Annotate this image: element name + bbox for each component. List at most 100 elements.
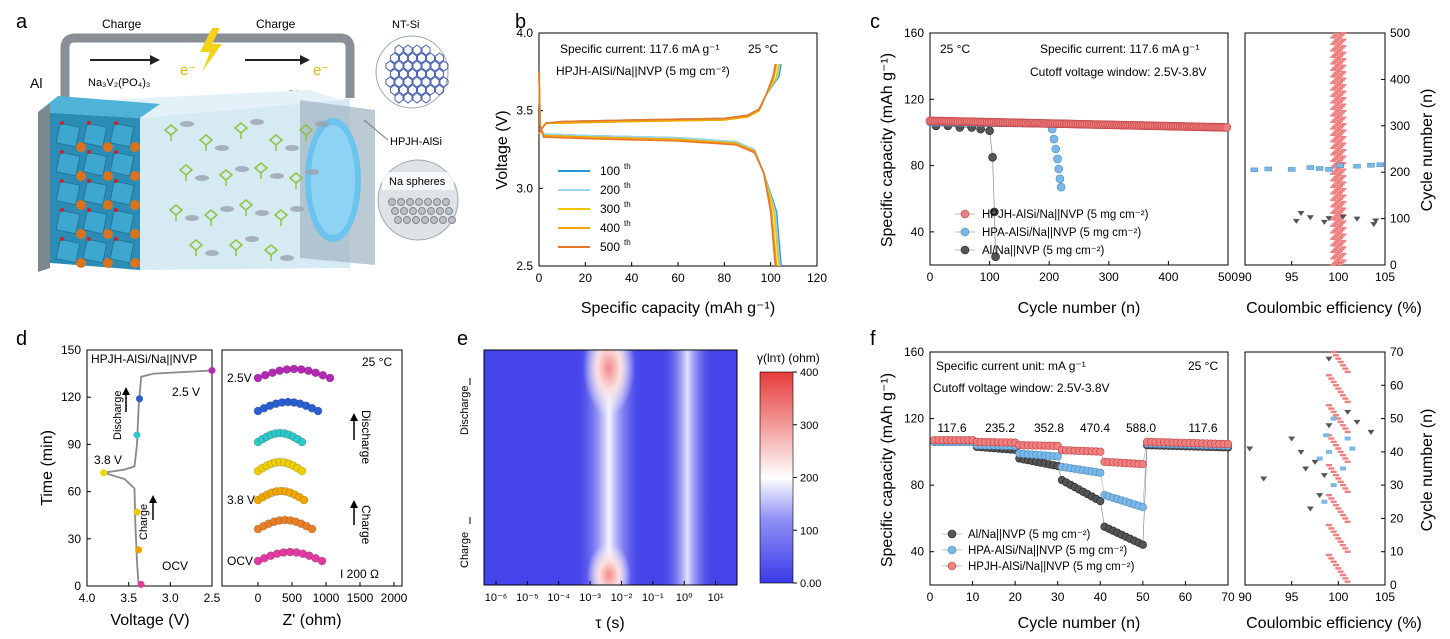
c-ytick-label: 160 (904, 26, 924, 40)
c-ce-hpjh-mark (1337, 263, 1344, 266)
d-state-marker (100, 469, 108, 477)
d-xtick-label: 3.5 (120, 591, 137, 605)
f-ce-hpjh-mark (1337, 570, 1344, 573)
na-sphere (436, 207, 444, 215)
c-ce-hpjh-mark (1340, 64, 1347, 67)
panel-e: e 10⁻⁶ 10⁻ (457, 328, 821, 632)
c-right-xtick-label: 105 (1375, 270, 1395, 284)
f-ce-hpjh-mark (1333, 354, 1339, 357)
oxygen-atom (87, 179, 91, 183)
heatmap-features (574, 350, 714, 585)
c-ce-hpjh-mark (1335, 167, 1342, 170)
na-sphere (412, 216, 420, 224)
d-nyquist-point (275, 366, 284, 376)
panel-c-points (925, 32, 1385, 266)
c-ce-hpjh-mark (1331, 216, 1338, 219)
si-hexagon (412, 76, 422, 88)
c-ce-hpjh-mark (1340, 174, 1347, 177)
colorbar-ticks: 400 300 200 100 0.00 (793, 367, 821, 590)
f-rate-label: 117.6 (1188, 421, 1217, 435)
na-sphere (406, 198, 414, 206)
c-ce-hpjh-mark (1333, 123, 1340, 126)
oxygen-atom (87, 150, 91, 154)
c-ce-hpjh-mark (1331, 34, 1338, 37)
c-ce-hpjh-mark (1340, 57, 1347, 60)
si-hexagon (439, 76, 449, 88)
f-ce-hpjh-mark (1333, 444, 1339, 447)
c-ce-hpjh-mark (1340, 90, 1347, 93)
c-hpa-point (1053, 154, 1062, 164)
f-ce-hpjh-mark (1335, 417, 1342, 420)
c-ce-hpjh-mark (1337, 191, 1344, 194)
c-ce-hpjh-mark (1333, 52, 1340, 55)
c-ce-hpjh-mark (1335, 148, 1342, 150)
f-ce-hpjh-mark (1333, 384, 1339, 387)
electrolyte-molecule (203, 209, 219, 226)
c-ce-hpjh-mark (1338, 40, 1345, 43)
c-ce-hpjh-mark (1333, 260, 1340, 263)
b-xtick-label: 100 (761, 271, 781, 285)
crystal-octahedron (82, 238, 108, 264)
si-hexagon (412, 60, 422, 72)
na-sphere (394, 216, 402, 224)
c-ce-hpjh-mark (1340, 200, 1347, 203)
c-ce-hpjh-mark (1338, 79, 1345, 82)
ntsi-label: NT-Si (392, 19, 420, 31)
c-ce-hpjh-mark (1335, 141, 1342, 144)
e-xtick-label: 10⁰ (676, 592, 693, 604)
c-ce-hpjh-mark (1330, 205, 1337, 208)
d-arc-label: 2.5V (227, 371, 252, 385)
f-ce-hpjh-mark (1335, 507, 1342, 510)
electrolyte-molecule (268, 134, 284, 151)
d-xtick-label: 4.0 (79, 591, 96, 605)
f-xtick-label: 0 (927, 590, 934, 604)
f-ce-hpjh-mark (1333, 563, 1339, 567)
c-ce-hpjh-mark (1337, 48, 1344, 51)
si-hexagon (403, 92, 413, 104)
f-right-ytick-label: 70 (1390, 345, 1404, 359)
c-ce-hpjh-mark (1335, 102, 1342, 105)
c-ce-hpjh-mark (1338, 111, 1345, 114)
solvated-ion (280, 255, 294, 261)
c-ce-hpjh-mark (1331, 47, 1338, 50)
panel-letter-d: d (16, 328, 27, 350)
f-ce-hpjh-mark (1337, 540, 1344, 543)
c-ce-hpjh-mark (1335, 44, 1342, 47)
c-xtick-label: 100 (980, 270, 1000, 284)
colorbar (759, 371, 794, 584)
c-ce-hpjh-mark (1340, 259, 1347, 262)
si-hexagon (394, 60, 404, 72)
c-xtick-label: 200 (1039, 270, 1059, 284)
f-xtick-label: 60 (1179, 590, 1193, 604)
c-ce-hpjh-mark (1338, 254, 1345, 257)
si-hexagon (421, 76, 431, 88)
arrow-left-head (150, 55, 160, 65)
c-ce-hpjh-mark (1331, 197, 1338, 200)
c-ce-hpjh-mark (1331, 223, 1338, 226)
c-ce-hpjh-mark (1335, 109, 1342, 112)
si-hexagon (426, 52, 435, 64)
f-xtick-label: 20 (1008, 590, 1022, 604)
c-ce-hpjh-mark (1335, 219, 1342, 222)
f-xtick-label: 40 (1094, 590, 1108, 604)
c-al-point (991, 252, 1000, 262)
f-ce-hpjh-mark (1326, 553, 1332, 557)
c-ce-hpjh-mark (1330, 160, 1337, 163)
c-ce-hpjh-mark (1340, 129, 1347, 132)
c-ce-hpjh-mark (1335, 180, 1342, 183)
oxygen-atom (114, 121, 118, 125)
c-ce-hpjh-mark (1340, 103, 1347, 106)
d-label-cell: HPJH-AlSi/Na||NVP (91, 352, 197, 366)
sodium-ion (130, 200, 140, 210)
crystal-octahedron (82, 151, 108, 177)
electron-label-left: e⁻ (180, 62, 196, 79)
f-ce-hpjh-mark (1330, 380, 1337, 384)
electrolyte-top (105, 90, 340, 118)
f-ce-hpjh-mark (1344, 370, 1351, 374)
sodium-ion (130, 229, 140, 239)
c-right-ytick-label: 0 (1390, 258, 1397, 272)
oxygen-atom (87, 237, 91, 241)
f-ce-hpjh-mark (1337, 480, 1344, 484)
